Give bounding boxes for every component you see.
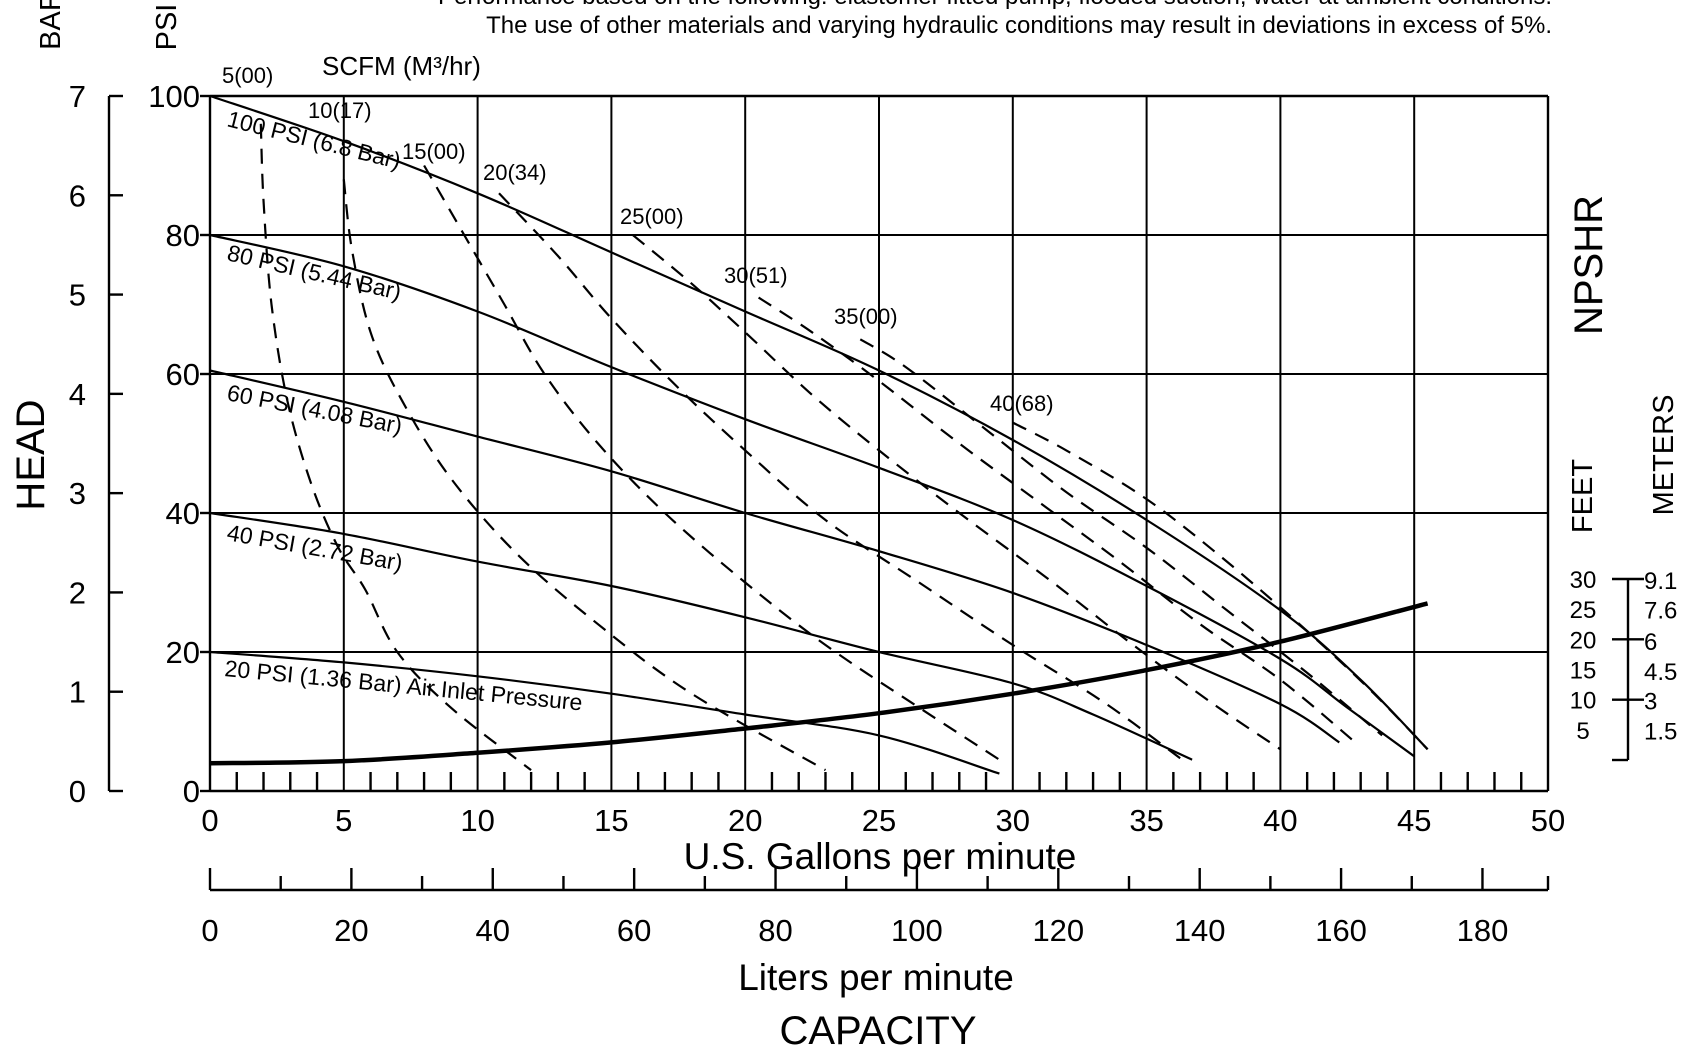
air-pressure-curve-label: 60 PSI (4.08 Bar) <box>225 379 404 438</box>
air-consumption-curve-label: 30(51) <box>724 263 788 288</box>
lpm-tick-label: 140 <box>1174 913 1226 948</box>
air-consumption-curve-label: 40(68) <box>990 391 1054 416</box>
lpm-tick-label: 80 <box>758 913 792 948</box>
air-consumption-curve <box>424 166 999 760</box>
npshr-meters-label: 1.5 <box>1644 718 1677 745</box>
npshr-feet-label: 25 <box>1570 597 1597 624</box>
lpm-tick-label: 60 <box>617 913 651 948</box>
lpm-axis-title: Liters per minute <box>738 957 1014 998</box>
axes <box>109 96 1548 890</box>
gpm-tick-label: 0 <box>201 803 218 838</box>
air-consumption-curve <box>1013 423 1428 750</box>
capacity-axis-title: CAPACITY <box>779 1009 976 1049</box>
air-consumption-curve-label: 10(17) <box>308 98 372 123</box>
gpm-tick-label: 30 <box>996 803 1030 838</box>
air-consumption-curve-label: 35(00) <box>834 304 898 329</box>
gpm-tick-label: 5 <box>335 803 352 838</box>
psi-tick-label: 60 <box>166 357 200 392</box>
lpm-tick-label: 180 <box>1457 913 1509 948</box>
lpm-tick-label: 0 <box>201 913 218 948</box>
meters-axis-title: METERS <box>1648 395 1680 516</box>
npshr-feet-label: 10 <box>1570 688 1597 715</box>
air-consumption-curve <box>633 235 1281 749</box>
psi-tick-label: 40 <box>166 496 200 531</box>
bar-tick-label: 0 <box>69 774 86 809</box>
gpm-tick-label: 35 <box>1129 803 1163 838</box>
npshr-meters-label: 9.1 <box>1644 568 1677 595</box>
npshr-meters-label: 4.5 <box>1644 659 1677 686</box>
psi-tick-label: 0 <box>183 774 200 809</box>
gpm-tick-label: 50 <box>1531 803 1565 838</box>
performance-note-line-2: The use of other materials and varying h… <box>486 12 1552 39</box>
air-pressure-curve-label: 20 PSI (1.36 Bar) Air Inlet Pressure <box>224 655 584 715</box>
psi-axis-title: PSI <box>151 4 183 51</box>
npshr-axis-title: NPSHR <box>1567 195 1611 335</box>
air-consumption-curve-label: 5(00) <box>222 63 273 88</box>
gpm-tick-label: 25 <box>862 803 896 838</box>
npshr-feet-label: 20 <box>1570 627 1597 654</box>
bar-tick-label: 5 <box>69 278 86 313</box>
air-pressure-curve-label: 40 PSI (2.72 Bar) <box>225 519 405 575</box>
air-consumption-curve <box>759 298 1356 743</box>
air-consumption-curve-label: 15(00) <box>402 139 466 164</box>
npshr-meters-label: 7.6 <box>1644 598 1677 625</box>
lpm-tick-label: 120 <box>1032 913 1084 948</box>
npshr-feet-label: 15 <box>1570 658 1597 685</box>
air-consumption-curve-label: 20(34) <box>483 160 547 185</box>
feet-axis-title: FEET <box>1567 459 1599 533</box>
npshr-feet-label: 30 <box>1570 567 1597 594</box>
lpm-tick-label: 100 <box>891 913 943 948</box>
gpm-axis-title: U.S. Gallons per minute <box>684 836 1077 877</box>
gpm-tick-label: 10 <box>460 803 494 838</box>
gpm-tick-label: 15 <box>594 803 628 838</box>
bar-tick-label: 6 <box>69 178 86 213</box>
npshr-scale: 5 10 15 20 25 30 1.53 4.5 6 7.6 9.1 <box>1570 567 1678 760</box>
bar-tick-label: 3 <box>69 476 86 511</box>
bar-tick-label: 2 <box>69 575 86 610</box>
psi-tick-label: 20 <box>166 635 200 670</box>
npshr-meters-label: 3 <box>1644 689 1657 716</box>
series-labels: 100 PSI (6.8 Bar)80 PSI (5.44 Bar)60 PSI… <box>222 63 1054 715</box>
npshr-meters-label: 6 <box>1644 629 1657 656</box>
gpm-tick-label: 45 <box>1397 803 1431 838</box>
gpm-tick-label: 20 <box>728 803 762 838</box>
npshr-feet-label: 5 <box>1576 718 1589 745</box>
scfm-axis-title: SCFM (M³/hr) <box>322 51 481 81</box>
psi-tick-label: 100 <box>148 79 200 114</box>
lpm-tick-label: 40 <box>476 913 510 948</box>
air-consumption-curve <box>499 193 1187 763</box>
gpm-tick-label: 40 <box>1263 803 1297 838</box>
bar-tick-label: 7 <box>69 79 86 114</box>
psi-tick-label: 80 <box>166 218 200 253</box>
bar-axis-title: BAR <box>35 0 67 50</box>
bar-tick-label: 1 <box>69 675 86 710</box>
bar-tick-label: 4 <box>69 377 86 412</box>
lpm-tick-label: 20 <box>334 913 368 948</box>
air-consumption-curve-label: 25(00) <box>620 204 684 229</box>
head-axis-title: HEAD <box>9 399 53 510</box>
lpm-tick-label: 160 <box>1315 913 1367 948</box>
air-pressure-curve-label: 80 PSI (5.44 Bar) <box>225 240 404 305</box>
performance-note-line-1: Performance based on the following: elas… <box>438 0 1552 10</box>
